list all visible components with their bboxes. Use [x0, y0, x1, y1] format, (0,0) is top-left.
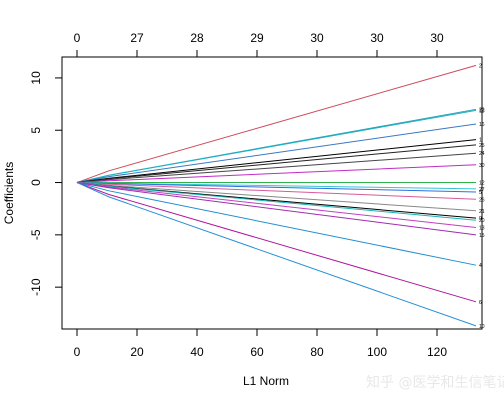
x-tick-label: 20 [130, 345, 144, 359]
series-label-9: 9 [479, 216, 482, 222]
series-line-10 [76, 182, 477, 327]
series-line-6 [76, 182, 477, 303]
series-line-16 [76, 123, 477, 184]
series-line-2 [76, 64, 477, 184]
y-tick-label: -5 [29, 229, 43, 240]
top-tick-label: 0 [74, 31, 81, 45]
x-tick-label: 100 [367, 345, 387, 359]
top-tick-label: 28 [190, 31, 204, 45]
x-axis-title: L1 Norm [243, 374, 289, 388]
x-tick-label: 120 [427, 345, 447, 359]
y-tick-label: 10 [29, 71, 43, 85]
series-label-4: 4 [479, 263, 482, 269]
y-axis-title: Coefficients [2, 162, 16, 224]
x-tick-label: 80 [310, 345, 324, 359]
x-tick-label: 60 [250, 345, 264, 359]
top-tick-label: 30 [430, 31, 444, 45]
series-line-30 [76, 164, 477, 184]
series-label-2: 2 [479, 63, 482, 69]
bottom-x-axis: 0 20 40 60 80 100 120 [74, 328, 447, 359]
watermark-text: 知乎 @医学和生信笔记 [366, 374, 504, 391]
x-tick-label: 0 [74, 345, 81, 359]
series-layer [76, 64, 477, 327]
series-line-4 [76, 182, 477, 266]
top-tick-label: 30 [370, 31, 384, 45]
top-tick-label: 29 [250, 31, 264, 45]
series-label-5: 5 [479, 190, 482, 196]
series-line-15 [76, 182, 477, 236]
top-tick-label: 30 [310, 31, 324, 45]
top-tick-label: 27 [130, 31, 144, 45]
left-y-axis: -10 -5 0 5 10 [29, 71, 63, 296]
y-tick-label: 0 [29, 179, 43, 186]
x-tick-label: 40 [190, 345, 204, 359]
y-tick-label: -10 [29, 278, 43, 296]
series-label-1: 1 [479, 138, 482, 144]
y-tick-label: 5 [29, 127, 43, 134]
top-x-axis: 0 27 28 29 30 30 30 [74, 31, 444, 58]
series-label-6: 6 [479, 300, 482, 306]
